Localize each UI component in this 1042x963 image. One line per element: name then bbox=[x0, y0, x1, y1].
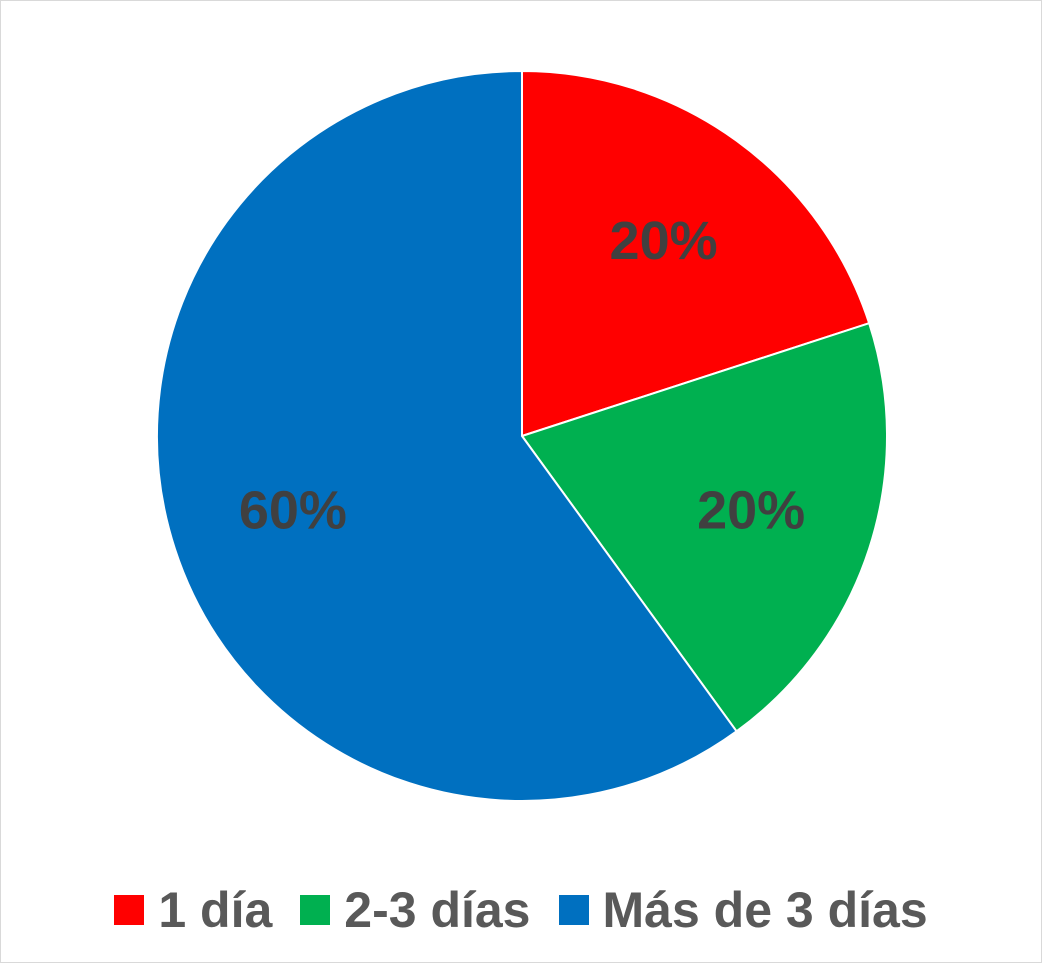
legend-item-2-3-dias: 2-3 días bbox=[300, 881, 531, 939]
data-label-3: 60% bbox=[239, 480, 347, 540]
legend-swatch bbox=[114, 895, 145, 925]
legend-item-1-dia: 1 día bbox=[114, 881, 272, 939]
data-label-1: 20% bbox=[610, 211, 718, 271]
legend-label: Más de 3 días bbox=[602, 882, 928, 938]
pie-chart: 20% 20% 60% bbox=[156, 69, 888, 802]
legend-item-mas-de-3-dias: Más de 3 días bbox=[558, 881, 928, 939]
legend-label: 1 día bbox=[158, 882, 273, 938]
data-label-2: 20% bbox=[697, 480, 805, 540]
pie-slice-2 bbox=[520, 321, 888, 733]
legend-swatch bbox=[558, 895, 589, 925]
legend-label: 2-3 días bbox=[344, 882, 531, 938]
pie-slice-3 bbox=[156, 69, 738, 802]
legend-swatch bbox=[300, 895, 331, 925]
pie-data-labels: 20% 20% 60% bbox=[239, 211, 805, 540]
pie-slices bbox=[156, 69, 888, 802]
legend: 1 día 2-3 días Más de 3 días bbox=[1, 881, 1041, 939]
pie-slice-1 bbox=[521, 69, 871, 438]
